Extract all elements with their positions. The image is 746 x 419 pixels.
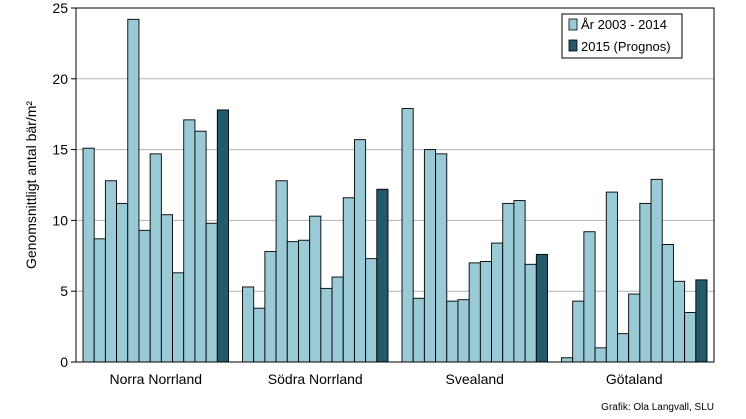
- bar-historical: [127, 18, 140, 363]
- legend-label-forecast: 2015 (Prognos): [581, 39, 671, 54]
- bar-historical: [617, 333, 630, 363]
- legend-swatch-historical: [568, 18, 578, 31]
- bar-historical: [353, 139, 367, 363]
- bar-historical: [628, 293, 641, 363]
- bar-historical: [82, 147, 95, 363]
- plot-border: [75, 7, 715, 363]
- legend-swatch-forecast: [568, 39, 578, 52]
- credit-text: Grafik: Ola Langvall, SLU: [601, 402, 714, 413]
- legend: År 2003 - 2014 2015 (Prognos): [561, 13, 683, 59]
- axes: 0 5 10 15 20 25 Norra Norrland Södra Norrland Sv…: [52, 0, 715, 387]
- bar-historical: [160, 214, 173, 363]
- bar-historical: [572, 300, 585, 363]
- bar-historical: [242, 286, 255, 363]
- bar-historical: [205, 222, 218, 363]
- bar-historical: [639, 202, 652, 363]
- y-tick-label: 15: [52, 142, 68, 158]
- bar-historical: [605, 191, 618, 363]
- bar-historical: [275, 180, 288, 363]
- bar-group: [242, 139, 389, 363]
- bar-historical: [513, 200, 526, 363]
- y-tick-label: 20: [52, 71, 68, 87]
- x-category-label: Götaland: [606, 371, 663, 387]
- y-tick-label: 0: [60, 354, 68, 370]
- bar-historical: [650, 178, 663, 363]
- bar-historical: [172, 272, 185, 363]
- bar-historical: [561, 357, 574, 363]
- x-category-label: Norra Norrland: [109, 371, 202, 387]
- bar-historical: [468, 262, 481, 363]
- bar-historical: [286, 241, 299, 363]
- bar-historical: [423, 149, 437, 363]
- bar-historical: [583, 231, 596, 363]
- bar-historical: [457, 299, 470, 363]
- bar-historical: [412, 297, 425, 363]
- bar-historical: [502, 202, 515, 363]
- y-tick-label: 25: [52, 0, 68, 16]
- bar-group: [561, 178, 708, 363]
- bar-historical: [138, 229, 151, 363]
- bar-forecast: [216, 109, 229, 363]
- y-tick-label: 5: [60, 283, 68, 299]
- bar-historical: [93, 238, 106, 363]
- bar-historical: [298, 239, 311, 363]
- y-tick-label: 10: [52, 212, 68, 228]
- bar-forecast: [376, 188, 389, 363]
- bar-historical: [194, 130, 207, 363]
- bar-historical: [331, 276, 344, 363]
- bar-historical: [264, 251, 277, 363]
- bar-historical: [149, 153, 162, 363]
- bar-forecast: [695, 279, 708, 363]
- legend-label-historical: År 2003 - 2014: [581, 17, 667, 32]
- bar-historical: [104, 180, 118, 363]
- x-category-label: Södra Norrland: [268, 371, 363, 387]
- bar-historical: [116, 202, 129, 363]
- bar-historical: [661, 244, 674, 363]
- bar-historical: [446, 300, 459, 363]
- bar-historical: [435, 153, 448, 363]
- y-axis-title: Genomsnittligt antal bär/m²: [23, 101, 39, 269]
- bar-group: [82, 18, 229, 363]
- bar-historical: [491, 242, 504, 363]
- x-category-label: Svealand: [446, 371, 504, 387]
- bar-forecast: [535, 253, 548, 363]
- bar-historical: [672, 280, 686, 363]
- bar-historical: [594, 347, 607, 363]
- bar-historical: [365, 258, 378, 363]
- bar-historical: [401, 108, 414, 363]
- bar-historical: [342, 197, 355, 363]
- bar-historical: [684, 311, 697, 363]
- legend-box: [561, 13, 683, 59]
- bars: [82, 18, 708, 363]
- bar-historical: [479, 261, 492, 363]
- bar-historical: [320, 287, 333, 363]
- bar-historical: [253, 307, 266, 363]
- bar-historical: [183, 119, 196, 363]
- bar-historical: [524, 263, 537, 363]
- bar-historical: [309, 215, 322, 363]
